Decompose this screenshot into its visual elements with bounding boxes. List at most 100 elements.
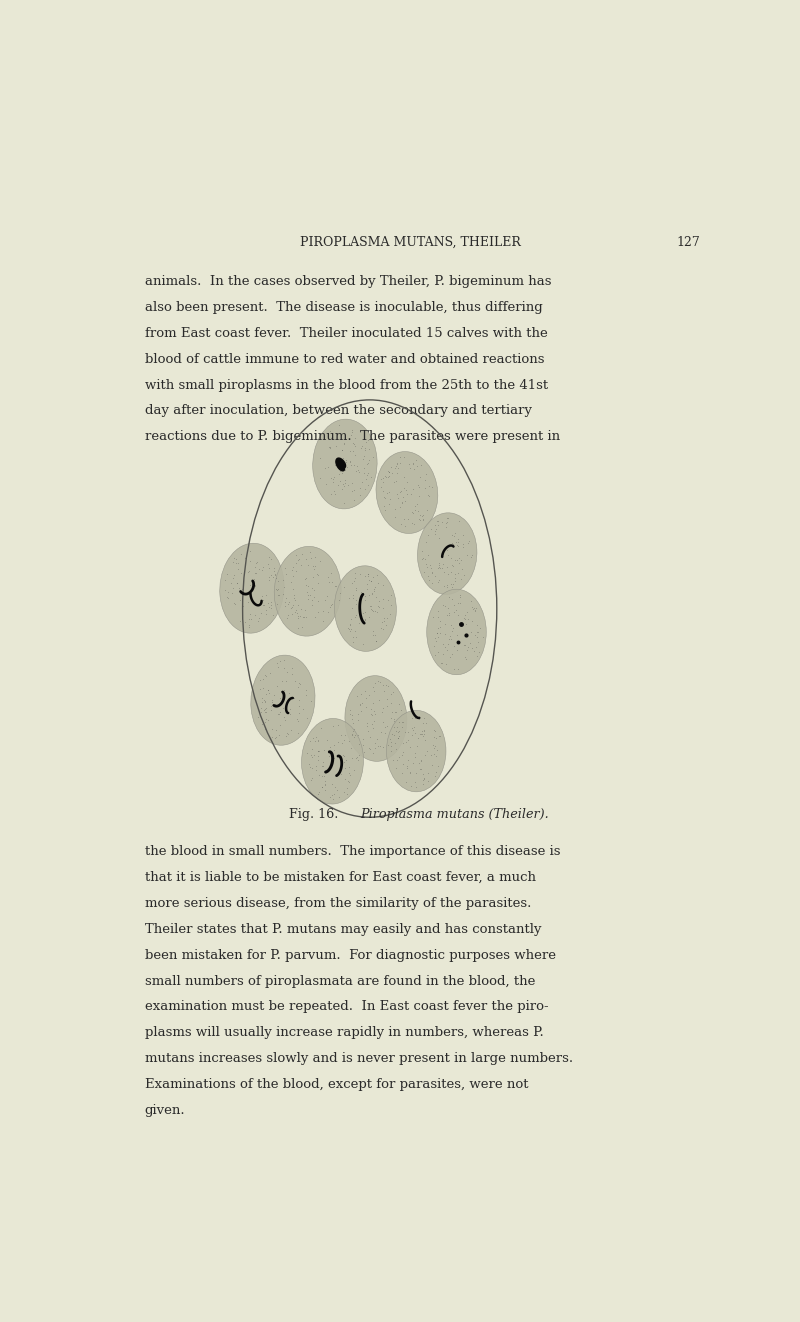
Point [396, 711, 409, 732]
Point [289, 670, 302, 691]
Point [428, 726, 441, 747]
Point [360, 453, 373, 475]
Point [343, 451, 356, 472]
Point [410, 456, 423, 477]
Ellipse shape [250, 656, 315, 746]
Point [265, 699, 278, 720]
Point [375, 702, 388, 723]
Point [340, 457, 353, 479]
Point [278, 557, 291, 578]
Point [430, 623, 443, 644]
Point [346, 432, 359, 453]
Point [280, 607, 293, 628]
Point [352, 598, 365, 619]
Point [405, 484, 418, 505]
Point [442, 628, 455, 649]
Point [365, 599, 378, 620]
Point [442, 633, 454, 654]
Point [376, 736, 389, 758]
Point [311, 730, 324, 751]
Point [250, 553, 262, 574]
Ellipse shape [302, 718, 363, 804]
Point [430, 746, 442, 767]
Point [344, 620, 357, 641]
Point [350, 590, 362, 611]
Point [429, 564, 442, 586]
Point [262, 680, 274, 701]
Point [409, 500, 422, 521]
Point [390, 739, 403, 760]
Point [417, 508, 430, 529]
Point [254, 602, 267, 623]
Point [310, 756, 322, 777]
Point [289, 590, 302, 611]
Point [258, 702, 271, 723]
Point [358, 611, 370, 632]
Point [402, 722, 414, 743]
Point [311, 564, 324, 586]
Point [446, 617, 459, 639]
Point [358, 439, 371, 460]
Point [244, 608, 257, 629]
Point [354, 605, 367, 627]
Point [450, 640, 463, 661]
Point [371, 596, 384, 617]
Point [452, 553, 465, 574]
Point [365, 571, 378, 592]
Point [333, 590, 346, 611]
Point [457, 564, 470, 586]
Text: blood of cattle immune to red water and obtained reactions: blood of cattle immune to red water and … [145, 353, 544, 366]
Text: animals.  In the cases observed by Theiler, P. bigeminum has: animals. In the cases observed by Theile… [145, 275, 551, 288]
Point [377, 674, 390, 695]
Point [351, 710, 364, 731]
Point [364, 739, 377, 760]
Point [274, 650, 286, 672]
Point [406, 724, 418, 746]
Point [274, 687, 286, 709]
Point [326, 594, 338, 615]
Point [385, 683, 398, 705]
Point [258, 689, 270, 710]
Point [349, 579, 362, 600]
Point [333, 463, 346, 484]
Point [422, 763, 434, 784]
Point [406, 719, 419, 740]
Point [337, 473, 350, 494]
Point [374, 735, 386, 756]
Point [431, 607, 444, 628]
Point [228, 547, 241, 568]
Point [293, 695, 306, 717]
Point [446, 588, 458, 609]
Point [348, 444, 361, 465]
Point [381, 695, 394, 717]
Point [254, 702, 267, 723]
Point [425, 518, 438, 539]
Point [425, 558, 438, 579]
Point [358, 681, 371, 702]
Point [338, 781, 350, 802]
Point [258, 691, 271, 713]
Point [242, 561, 255, 582]
Ellipse shape [386, 710, 446, 792]
Point [370, 586, 382, 607]
Point [264, 595, 277, 616]
Point [338, 746, 350, 767]
Point [422, 570, 435, 591]
Point [340, 452, 353, 473]
Point [366, 718, 379, 739]
Point [359, 438, 372, 459]
Point [430, 761, 442, 783]
Point [445, 644, 458, 665]
Point [259, 666, 272, 687]
Point [365, 703, 378, 724]
Point [378, 496, 390, 517]
Point [450, 624, 463, 645]
Point [272, 579, 285, 600]
Point [458, 635, 470, 656]
Point [267, 685, 280, 706]
Point [470, 615, 483, 636]
Point [369, 732, 382, 754]
Point [401, 758, 414, 779]
Ellipse shape [220, 543, 284, 633]
Point [367, 701, 380, 722]
